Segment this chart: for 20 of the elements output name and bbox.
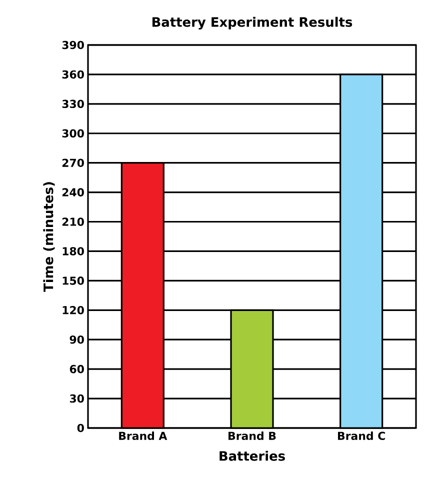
y-tick-label: 180 [62,247,84,256]
x-axis-title: Batteries [220,450,285,461]
y-tick-label: 390 [62,40,84,50]
y-tick-label: 60 [70,364,84,374]
y-tick-label: 120 [62,306,84,314]
y-axis-title: Time (minutes) [43,182,55,292]
y-tick-label: 330 [62,100,84,108]
x-tick-label: Brand C [338,432,385,440]
y-tick-label: 30 [70,394,84,403]
y-tick-label: 240 [62,188,84,196]
y-tick-label: 210 [62,218,84,226]
y-tick-label: 90 [70,335,84,344]
y-tick-label: 150 [62,276,84,285]
x-tick-label: Brand A [119,432,168,440]
x-tick-label: Brand B [228,432,276,440]
y-tick-label: 270 [62,158,84,167]
y-tick-label: 360 [62,70,84,79]
y-tick-label: 0 [77,424,84,432]
y-tick-label: 300 [62,129,84,138]
chart-title: Battery Experiment Results [152,16,352,30]
